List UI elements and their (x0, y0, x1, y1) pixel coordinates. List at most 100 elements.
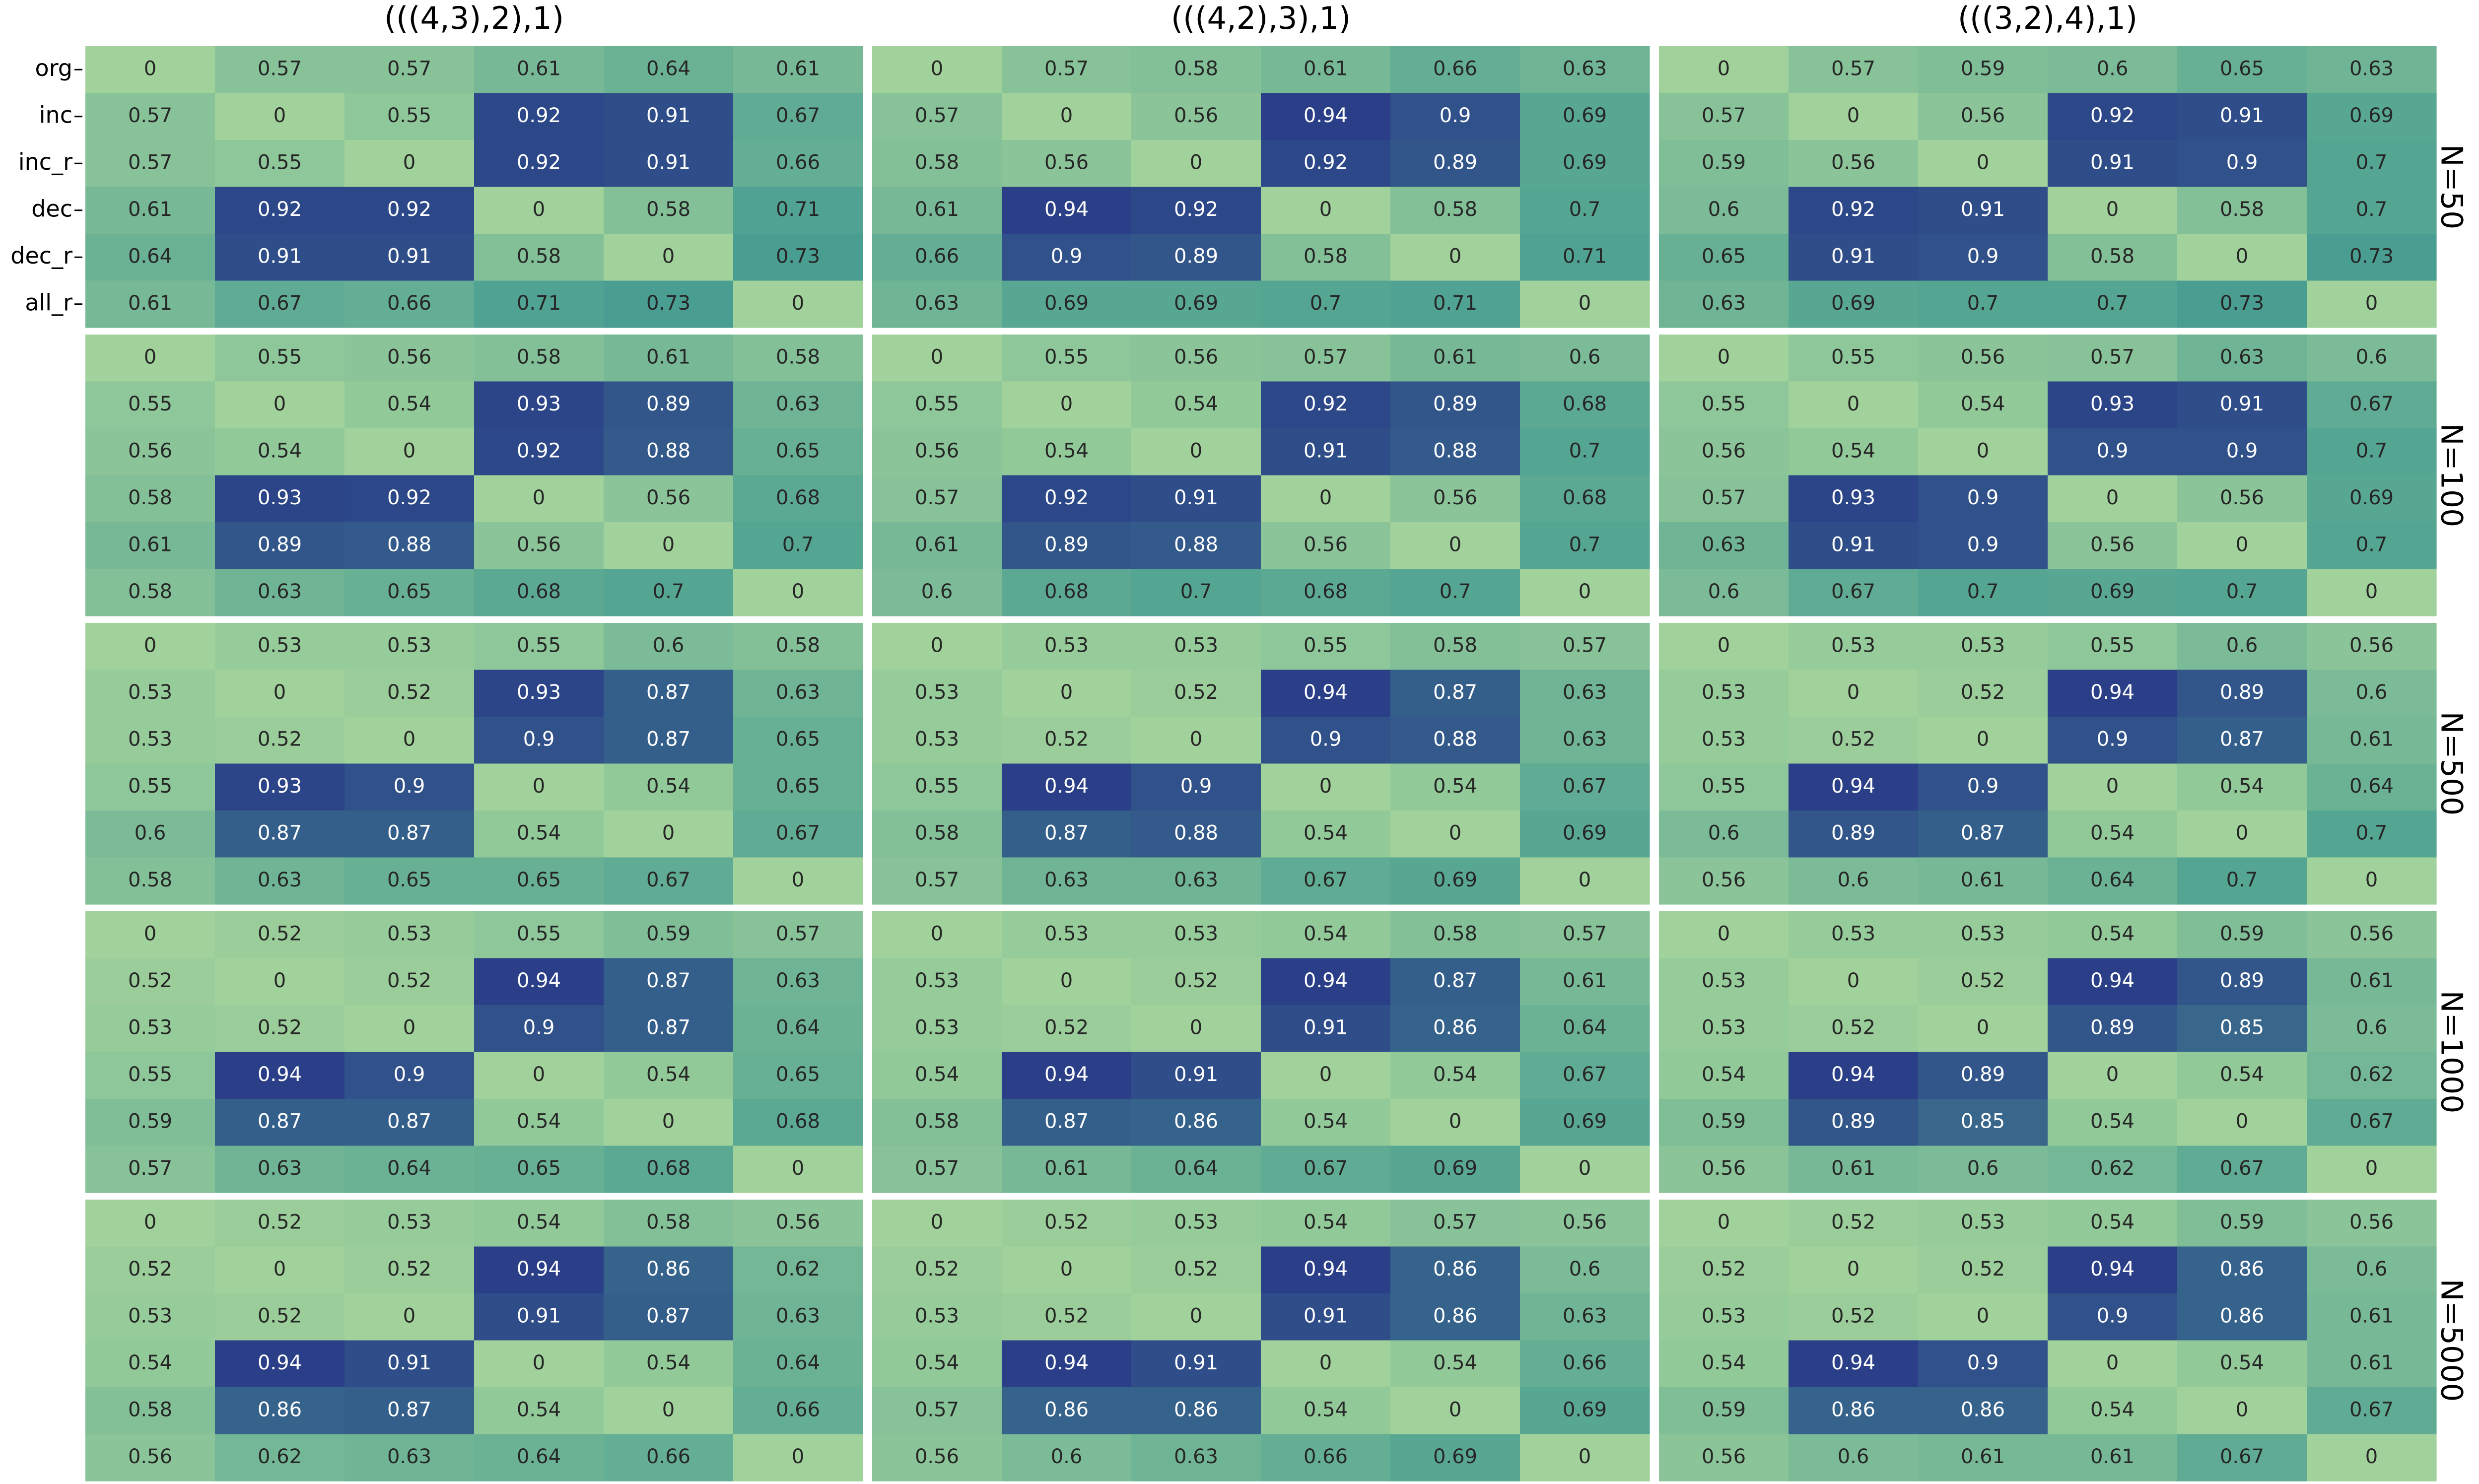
heatmap-cell (1261, 1052, 1391, 1099)
heatmap-cell (872, 1434, 1002, 1482)
heatmap-cell-label: 0.56 (1563, 1211, 1607, 1233)
heatmap-cell (1261, 1146, 1391, 1193)
heatmap-cell (2307, 234, 2437, 281)
heatmap-cell (1002, 140, 1132, 188)
heatmap-cell (1261, 569, 1391, 616)
heatmap-cell-label: 0.89 (2090, 1016, 2135, 1039)
heatmap-cell-label: 0.6 (1569, 345, 1601, 368)
heatmap-cell (872, 763, 1002, 811)
heatmap-cell (2048, 1146, 2178, 1193)
heatmap-cell-label: 0 (274, 1258, 286, 1281)
heatmap-cell (1659, 763, 1789, 811)
heatmap-cell (344, 187, 475, 234)
heatmap-cell-label: 0.69 (1433, 1157, 1477, 1180)
heatmap-cell (1131, 1005, 1261, 1053)
heatmap-cell-label: 0.7 (1967, 580, 1999, 603)
heatmap-cell (215, 623, 345, 671)
heatmap-cell-label: 0.63 (258, 869, 302, 891)
heatmap-cell (1131, 1293, 1261, 1341)
heatmap-cell (474, 93, 604, 140)
heatmap-cell-label: 0.54 (1304, 821, 1348, 844)
heatmap-cell (474, 187, 604, 234)
heatmap-cell (1520, 522, 1650, 570)
heatmap-cell-label: 0 (1718, 57, 1730, 80)
heatmap-cell-label: 0.73 (2220, 292, 2264, 315)
heatmap-cell-label: 0 (403, 1016, 415, 1039)
heatmap-cell-label: 0.73 (776, 245, 820, 268)
heatmap-cell-label: 0.6 (135, 821, 166, 844)
heatmap-cell (2048, 1387, 2178, 1435)
heatmap-cell (2177, 187, 2307, 234)
heatmap-cell (1520, 1340, 1650, 1388)
heatmap-cell-label: 0.52 (1961, 681, 2005, 704)
heatmap-cell-label: 0.64 (776, 1351, 820, 1374)
heatmap-cell-label: 0 (931, 345, 943, 368)
heatmap-cell-label: 0.87 (646, 1304, 690, 1327)
heatmap-cell-label: 0.86 (646, 1258, 690, 1281)
heatmap-cell (1659, 335, 1789, 382)
heatmap-cell-label: 0.69 (1563, 104, 1607, 127)
heatmap-cell (1390, 623, 1520, 671)
heatmap-cell (1261, 475, 1391, 523)
row-title: N=100 (2434, 423, 2469, 528)
heatmap-cell-label: 0.68 (646, 1157, 690, 1180)
heatmap-cell (2177, 475, 2307, 523)
heatmap-cell (1261, 1099, 1391, 1147)
heatmap-cell (215, 93, 345, 140)
heatmap-cell-label: 0 (1190, 151, 1202, 174)
heatmap-cell (1002, 1200, 1132, 1247)
heatmap-cell-label: 0.89 (646, 393, 690, 415)
heatmap-cell (1390, 93, 1520, 140)
heatmap-cell-label: 0 (792, 1445, 804, 1468)
heatmap-cell (1131, 140, 1261, 188)
heatmap-cell (604, 1340, 734, 1388)
heatmap-cell-label: 0.89 (1174, 245, 1218, 268)
heatmap-cell-label: 0 (2236, 1398, 2248, 1421)
heatmap-cell (215, 475, 345, 523)
heatmap-cell-label: 0.63 (387, 1445, 431, 1468)
heatmap-cell (344, 1293, 475, 1341)
heatmap-cell-label: 0.65 (2220, 57, 2264, 80)
heatmap-cell-label: 0.52 (1044, 1016, 1089, 1039)
heatmap-cell (872, 911, 1002, 959)
heatmap-cell-label: 0.53 (1044, 922, 1089, 945)
heatmap-cell (2177, 670, 2307, 717)
heatmap-cell (344, 140, 475, 188)
heatmap-cell-label: 0.61 (915, 198, 959, 221)
y-tick-label: inc_r (18, 148, 72, 175)
heatmap-cell (1918, 911, 2048, 959)
heatmap-cell-label: 0.6 (2097, 57, 2129, 80)
heatmap-cell (1918, 46, 2048, 94)
heatmap-cell (85, 569, 215, 616)
heatmap-cell-label: 0.54 (1702, 1351, 1746, 1374)
heatmap-cell (2307, 670, 2437, 717)
heatmap-cell-label: 0.56 (2349, 1211, 2394, 1233)
heatmap-cell-label: 0.63 (1563, 728, 1607, 750)
heatmap-cell (1520, 1434, 1650, 1482)
heatmap-cell-label: 0.58 (915, 151, 959, 174)
heatmap-cell (1918, 958, 2048, 1006)
heatmap-cell (1918, 1200, 2048, 1247)
heatmap-cell-label: 0.58 (128, 1398, 172, 1421)
heatmap-cell-label: 0.63 (1174, 1445, 1218, 1468)
heatmap-cell-label: 0.54 (1433, 775, 1477, 798)
heatmap-cell-label: 0.7 (2356, 151, 2388, 174)
heatmap-cell (1002, 1099, 1132, 1147)
heatmap-cell (1002, 187, 1132, 234)
heatmap-cell (2177, 522, 2307, 570)
heatmap-cell (1789, 717, 1919, 764)
heatmap-cell (733, 623, 863, 671)
heatmap-cell-label: 0.54 (2090, 1110, 2135, 1133)
heatmap-cell (733, 1099, 863, 1147)
heatmap-cell (1131, 958, 1261, 1006)
heatmap-cell-label: 0.58 (776, 634, 820, 657)
heatmap-cell (1261, 810, 1391, 858)
heatmap-cell-label: 0 (1190, 1304, 1202, 1327)
heatmap-cell-label: 0.58 (646, 198, 690, 221)
heatmap-cell-label: 0.58 (646, 1211, 690, 1233)
heatmap-cell (872, 335, 1002, 382)
heatmap-cell (604, 1246, 734, 1294)
heatmap-cell (604, 857, 734, 905)
heatmap-cell (1390, 717, 1520, 764)
heatmap-cell-label: 0 (1977, 439, 1989, 462)
